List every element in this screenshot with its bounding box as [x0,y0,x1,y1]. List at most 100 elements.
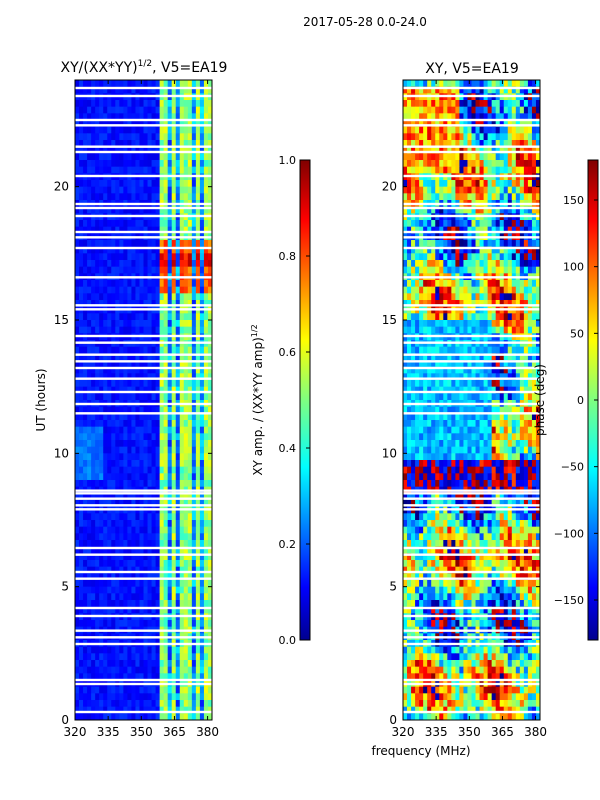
phase-cell [503,146,509,154]
amplitude-cell [83,86,88,94]
amplitude-cell [143,620,148,628]
phase-cell [415,286,420,294]
amplitude-cell [115,413,120,421]
amplitude-cell [115,166,120,174]
amplitude-cell [111,446,116,454]
amplitude-cell [119,146,124,154]
amplitude-cell [75,586,80,594]
amplitude-cell [95,413,100,421]
phase-cell [427,193,432,201]
amplitude-cell [135,426,140,434]
phase-cell [527,166,533,174]
phase-cell [515,393,521,401]
phase-cell [419,360,424,368]
phase-cell [431,326,436,334]
amplitude-cell [139,533,144,541]
amplitude-cell [147,266,152,274]
phase-cell [527,80,533,88]
amplitude-cell [191,160,197,168]
amplitude-cell [135,293,140,301]
phase-cell [439,293,444,301]
amplitude-cell [95,566,100,574]
phase-cell [427,326,432,334]
phase-cell [427,153,432,161]
phase-cell [431,180,436,188]
amplitude-cell [139,186,144,194]
amplitude-cell [103,540,108,548]
phase-cell [475,320,480,328]
amplitude-cell [159,460,165,468]
amplitude-cell [203,586,209,594]
phase-cell [451,206,456,214]
amplitude-cell [95,313,100,321]
amplitude-cell [175,366,181,374]
amplitude-cell [195,126,201,134]
amplitude-cell [123,660,128,668]
amplitude-cell [143,406,148,414]
amplitude-cell [155,226,161,234]
phase-cell [475,240,480,248]
amplitude-cell [139,313,144,321]
amplitude-cell [151,166,156,174]
amplitude-cell [159,166,165,174]
amplitude-cell [79,346,84,354]
amplitude-cell [127,653,132,661]
phase-cell [443,206,448,214]
amplitude-cell [107,300,112,308]
amplitude-cell [83,406,88,414]
phase-cell [507,253,513,261]
amplitude-cell [75,653,80,661]
amplitude-cell [179,520,185,528]
amplitude-cell [111,353,116,361]
amplitude-cell [163,480,169,488]
phase-cell [459,226,464,234]
phase-cell [435,160,440,168]
amplitude-cell [87,560,92,568]
amplitude-cell [131,466,136,474]
amplitude-cell [131,573,136,581]
amplitude-cell [175,646,181,654]
amplitude-cell [115,366,120,374]
amplitude-cell [203,606,209,614]
amplitude-cell [87,693,92,701]
amplitude-cell [163,140,169,148]
phase-cell [467,120,472,128]
phase-cell [523,386,529,394]
phase-cell [435,120,440,128]
amplitude-cell [187,100,193,108]
phase-cell [431,373,436,381]
phase-cell [447,220,452,228]
amplitude-cell [91,666,96,674]
amplitude-cell [143,446,148,454]
amplitude-cell [111,373,116,381]
amplitude-cell [91,266,96,274]
amplitude-cell [203,646,209,654]
amplitude-cell [191,526,197,534]
phase-cell [487,126,493,134]
amplitude-cell [155,393,161,401]
amplitude-cell [123,713,128,721]
phase-cell [511,246,517,254]
amplitude-cell [127,586,132,594]
amplitude-cell [123,593,128,601]
amplitude-cell [175,540,181,548]
amplitude-cell [79,373,84,381]
amplitude-cell [123,373,128,381]
amplitude-cell [103,80,108,88]
amplitude-cell [143,153,148,161]
phase-cell [431,366,436,374]
phase-cell [503,133,509,141]
amplitude-cell [179,180,185,188]
phase-cell [439,300,444,308]
phase-cell [411,260,416,268]
amplitude-cell [103,566,108,574]
amplitude-cell [195,266,201,274]
amplitude-cell [203,346,209,354]
amplitude-cell [147,426,152,434]
amplitude-cell [79,646,84,654]
phase-cell [479,100,484,108]
amplitude-cell [175,160,181,168]
amplitude-cell [167,360,173,368]
amplitude-cell [159,493,165,501]
phase-cell [519,380,525,388]
